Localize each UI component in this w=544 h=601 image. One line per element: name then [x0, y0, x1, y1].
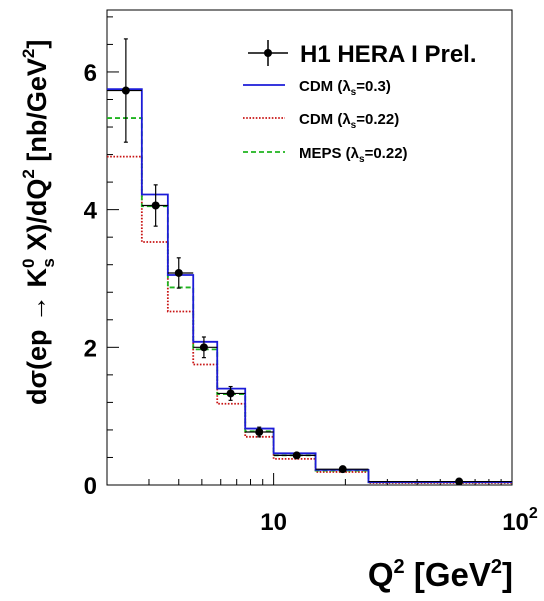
legend-param: =0.3): [356, 78, 391, 95]
plot-frame: [106, 9, 513, 486]
axis-ticks: [106, 16, 513, 486]
data-points: [107, 38, 512, 486]
y-axis-title-sub-s: s: [39, 258, 58, 267]
y-axis-title-part2: X)/dQ: [22, 179, 52, 259]
legend-model: MEPS (λ: [299, 145, 360, 162]
y-axis-title-close: ]: [22, 40, 52, 49]
legend-label: CDM (λs=0.3): [299, 78, 391, 98]
y-axis-title-sup2: 2: [19, 169, 38, 178]
data-point: [292, 451, 301, 460]
legend-lambda-sub: s: [351, 120, 357, 131]
y-axis-title-part3: [nb/GeV: [22, 58, 52, 169]
x-tick-exp: 2: [529, 505, 538, 522]
legend-lambda-sub: s: [351, 87, 357, 98]
y-axis-title-sup0: 0: [19, 259, 38, 268]
legend-data-marker: [264, 49, 272, 57]
legend-param: =0.22): [365, 145, 408, 162]
legend-label: MEPS (λs=0.22): [299, 145, 408, 165]
legend-model: CDM (λ: [299, 78, 351, 95]
legend-model: CDM (λ: [299, 111, 351, 128]
y-tick-label: 4: [84, 198, 98, 225]
data-point: [199, 343, 208, 352]
legend-lambda-sub: s: [359, 154, 365, 165]
y-tick-label: 6: [84, 60, 97, 87]
x-tick-base: 10: [502, 509, 529, 536]
y-axis-title-part1: dσ(ep → K: [22, 268, 52, 405]
x-tick-base: 10: [260, 509, 287, 536]
legend-param: =0.22): [356, 111, 399, 128]
data-point: [226, 389, 235, 398]
y-tick-label: 2: [84, 335, 97, 362]
x-axis-title-sup: 2: [394, 556, 405, 578]
x-axis-title-main: Q: [368, 556, 394, 593]
data-point: [338, 465, 347, 474]
legend: H1 HERA I Prel.CDM (λs=0.3)CDM (λs=0.22)…: [243, 40, 477, 165]
data-point: [455, 477, 464, 486]
series-dashed: [107, 117, 512, 484]
legend-label: CDM (λs=0.22): [299, 111, 399, 131]
data-point: [121, 86, 130, 95]
data-point: [255, 427, 264, 436]
y-axis-title-sup2b: 2: [19, 49, 38, 58]
x-tick-label: 102: [502, 505, 538, 536]
legend-label-data: H1 HERA I Prel.: [300, 41, 477, 68]
y-axis-title: dσ(ep → K0s X)/dQ2 [nb/GeV2]: [19, 40, 58, 405]
x-axis-title-unit: [GeV: [405, 556, 491, 593]
x-axis-title-unit-sup: 2: [491, 556, 502, 578]
y-tick-label: 0: [84, 473, 97, 500]
x-axis-title-close: ]: [502, 556, 513, 593]
data-point: [174, 268, 183, 277]
series-dotted: [107, 155, 512, 484]
x-axis-title: Q2 [GeV2]: [368, 556, 513, 593]
x-tick-label: 10: [260, 509, 287, 536]
series-solid: [107, 88, 512, 484]
data-point: [151, 201, 160, 210]
